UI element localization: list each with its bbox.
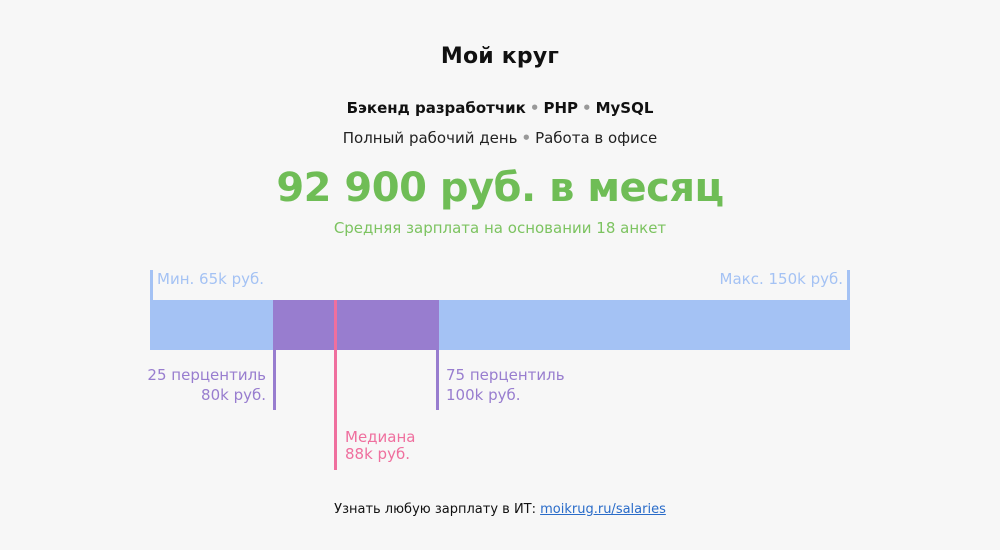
median-label: Медиана 88k руб. [345,429,415,463]
p25-title: 25 перцентиль [147,366,266,384]
spec-role: Бэкенд разработчик [346,99,526,117]
average-salary: 92 900 руб. в месяц [276,165,724,211]
spec-skill-php: PHP [543,99,578,117]
footer-text: Узнать любую зарплату в ИТ: [334,502,541,517]
interquartile-box [273,300,439,350]
p25-label: 25 перцентиль 80k руб. [147,365,266,405]
separator-dot: • [521,129,532,147]
median-value: 88k руб. [345,445,410,463]
spec-skill-mysql: MySQL [595,99,654,117]
p75-title: 75 перцентиль [446,366,565,384]
p75-tick [436,350,439,410]
separator-dot: • [529,99,540,117]
p25-tick [273,350,276,410]
max-label: Макс. 150k руб. [719,270,843,288]
condition-schedule: Полный рабочий день [342,129,518,147]
condition-location: Работа в офисе [535,129,658,147]
range-bar [150,300,850,350]
max-tick [847,270,850,300]
min-label: Мин. 65k руб. [157,270,264,288]
specialization-line: Бэкенд разработчик • PHP • MySQL [0,99,1000,117]
salaries-link[interactable]: moikrug.ru/salaries [540,502,666,517]
salary-subtitle: Средняя зарплата на основании 18 анкет [333,219,667,237]
conditions-line: Полный рабочий день • Работа в офисе [0,129,1000,147]
median-line [334,300,337,470]
separator-dot: • [582,99,592,117]
min-tick [150,270,153,300]
page-title: Мой круг [440,44,560,69]
median-title: Медиана [345,428,416,446]
footer: Узнать любую зарплату в ИТ: moikrug.ru/s… [0,502,1000,517]
p25-value: 80k руб. [201,386,266,404]
p75-value: 100k руб. [446,386,521,404]
p75-label: 75 перцентиль 100k руб. [446,365,565,405]
